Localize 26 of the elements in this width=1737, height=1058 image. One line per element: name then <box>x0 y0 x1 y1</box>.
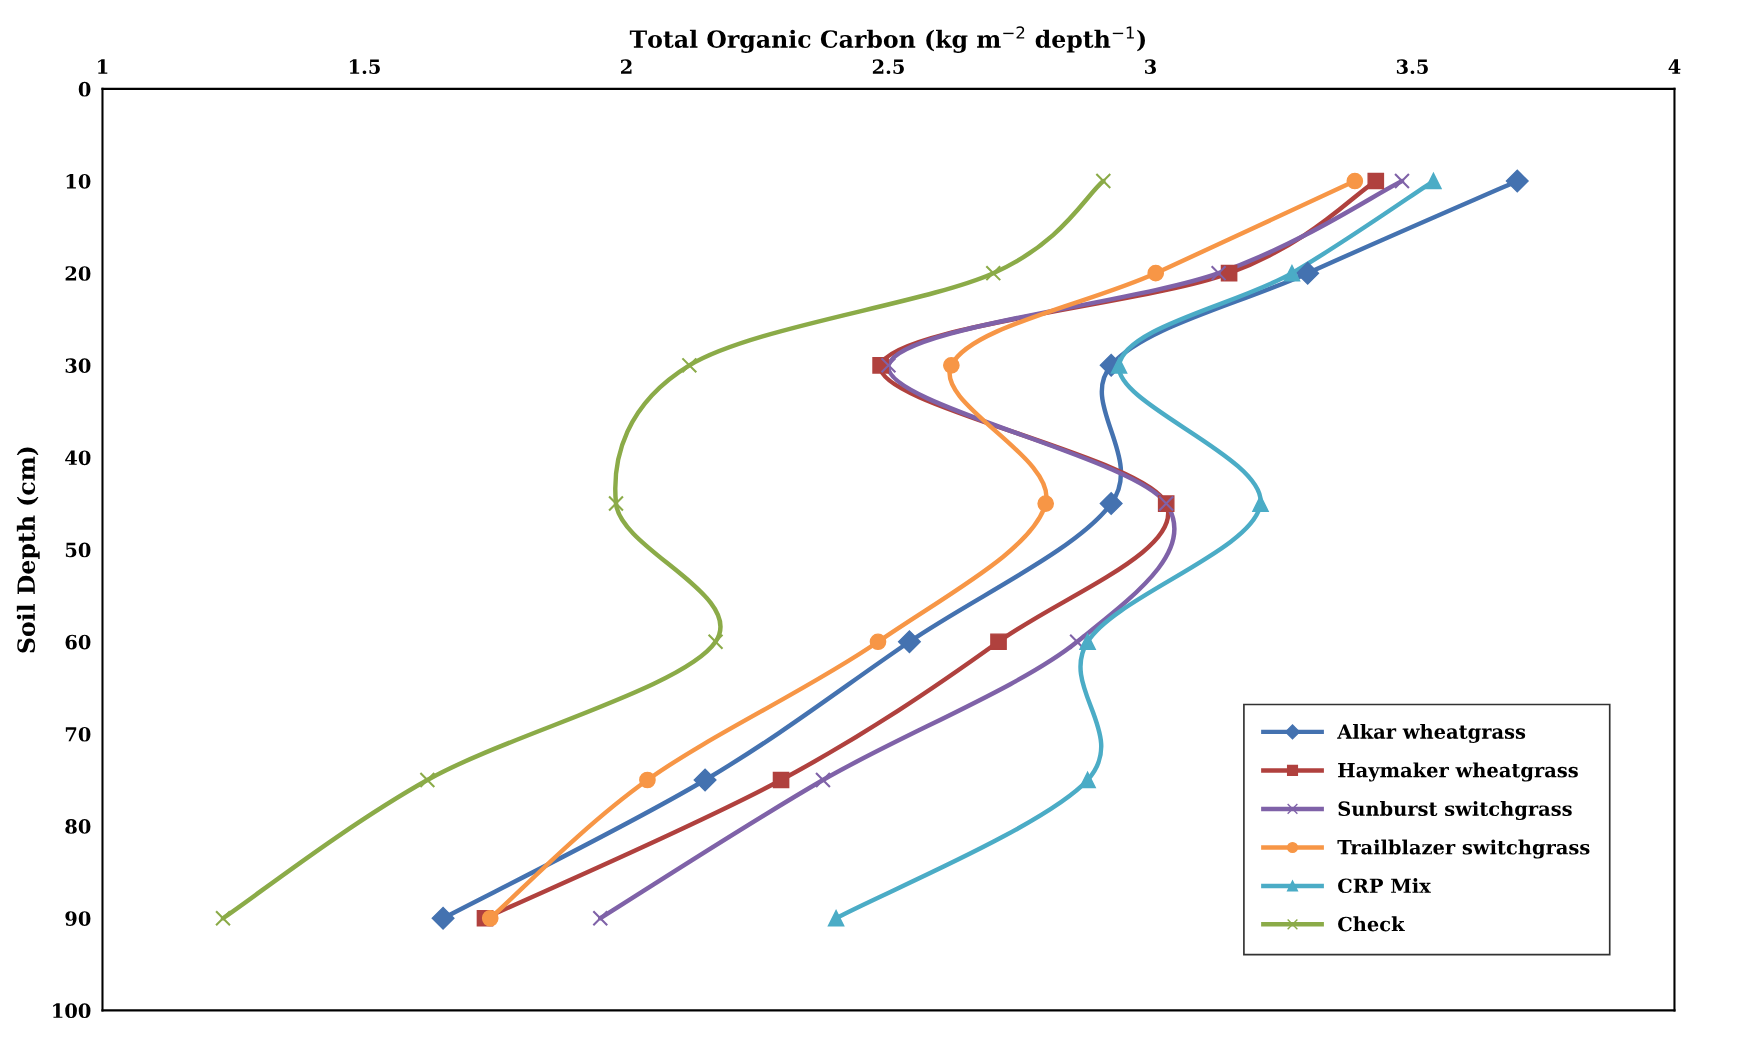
legend-label: Alkar wheatgrass <box>1337 723 1526 743</box>
x-tick-label: 2 <box>621 59 632 74</box>
x-tick-label: 1 <box>98 59 108 74</box>
legend-label: CRP Mix <box>1338 878 1431 894</box>
y-tick-label: 60 <box>65 634 91 650</box>
legend-label: Sunburst switchgrass <box>1338 800 1572 821</box>
x-tick-label: 4 <box>1668 59 1681 74</box>
y-tick-label: 10 <box>66 173 91 189</box>
y-tick-label: 50 <box>65 542 91 558</box>
y-tick-label: 20 <box>65 266 91 281</box>
y-tick-label: 0 <box>78 81 91 97</box>
x-tick-label: 3.5 <box>1396 59 1428 74</box>
x-axis-title: Total Organic Carbon (kg m$^{−2}$ depth$^{−1}$) <box>629 26 1145 53</box>
legend-label: Check <box>1338 916 1405 932</box>
legend-label: Haymaker wheatgrass <box>1338 762 1578 782</box>
x-tick-label: 3 <box>1145 59 1156 74</box>
y-axis-title: Soil Depth (cm) <box>16 447 40 653</box>
y-tick-label: 40 <box>65 450 91 466</box>
y-tick-label: 100 <box>53 1003 91 1019</box>
legend-label: Trailblazer switchgrass <box>1337 839 1590 859</box>
y-tick-label: 80 <box>65 819 91 834</box>
y-tick-label: 90 <box>65 911 91 926</box>
y-tick-label: 70 <box>65 726 91 742</box>
x-tick-label: 2.5 <box>872 59 904 74</box>
y-tick-label: 30 <box>65 358 91 373</box>
x-tick-label: 1.5 <box>349 59 380 74</box>
